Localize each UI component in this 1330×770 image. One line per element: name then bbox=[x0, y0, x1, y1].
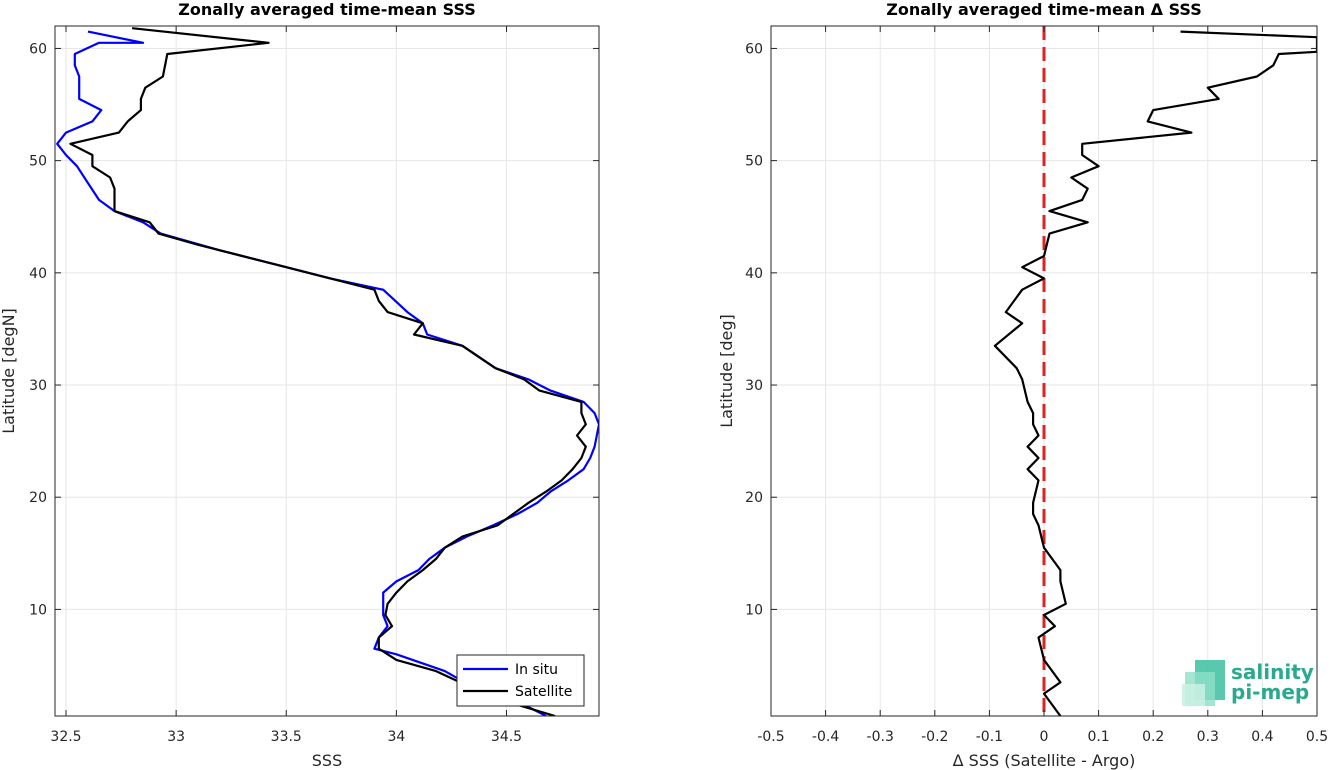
y-tick-label: 40 bbox=[29, 266, 47, 282]
chart-delta: -0.5 -0.4 -0.3 -0.2 -0.1 0 0.1 0.2 0.3 0.4 0.5 10 20… bbox=[717, 0, 1328, 770]
y-axis-label: Latitude [degN] bbox=[0, 308, 18, 434]
y-tick-label: 30 bbox=[29, 378, 47, 394]
plot-area bbox=[55, 26, 599, 716]
x-tick-label: 0.5 bbox=[1306, 729, 1328, 745]
legend-label: Satellite bbox=[515, 684, 572, 700]
series-line-in-situ bbox=[56, 30, 599, 716]
x-tick-label: -0.2 bbox=[921, 729, 948, 745]
chart-sss: 32.5 33 33.5 34 34.5 10 20 30 40 50 60 Zonally aver… bbox=[0, 0, 600, 770]
logo-text-salinity: salinity bbox=[1231, 660, 1314, 684]
x-tick-label: 0.2 bbox=[1142, 729, 1164, 745]
x-tick-label: 0.3 bbox=[1197, 729, 1219, 745]
y-tick-label: 10 bbox=[29, 602, 47, 618]
y-tick-label: 20 bbox=[745, 490, 763, 506]
x-tick-label: 34.5 bbox=[491, 729, 522, 745]
logo-text-pimep: pi-mep bbox=[1231, 680, 1309, 704]
y-tick-label: 50 bbox=[745, 154, 763, 170]
x-tick-label: -0.4 bbox=[812, 729, 839, 745]
x-tick-label: 0.1 bbox=[1087, 729, 1109, 745]
x-tick-label: -0.3 bbox=[867, 729, 894, 745]
y-tick-label: 40 bbox=[745, 266, 763, 282]
x-tick-label: 0 bbox=[1040, 729, 1049, 745]
chart-title: Zonally averaged time-mean SSS bbox=[178, 0, 476, 19]
x-tick-label: -0.1 bbox=[976, 729, 1003, 745]
y-tick-label: 20 bbox=[29, 490, 47, 506]
x-tick-label: 34 bbox=[387, 729, 405, 745]
y-tick-label: 60 bbox=[745, 41, 763, 57]
x-tick-label: 32.5 bbox=[50, 729, 81, 745]
y-tick-label: 50 bbox=[29, 154, 47, 170]
logo-block bbox=[1182, 684, 1205, 706]
axes-frame bbox=[54, 25, 600, 717]
x-tick-label: -0.5 bbox=[757, 729, 784, 745]
x-tick-label: 33 bbox=[167, 729, 185, 745]
legend: In situ Satellite bbox=[456, 654, 585, 707]
x-axis-label: SSS bbox=[312, 751, 342, 770]
y-tick-label: 10 bbox=[745, 602, 763, 618]
y-axis-label: Latitude [deg] bbox=[717, 314, 736, 428]
series-line-delta-sss bbox=[993, 30, 1317, 716]
x-tick-label: 0.4 bbox=[1251, 729, 1273, 745]
x-tick-label: 33.5 bbox=[271, 729, 302, 745]
chart-title: Zonally averaged time-mean Δ SSS bbox=[886, 0, 1202, 19]
legend-label: In situ bbox=[515, 662, 558, 678]
legend-box bbox=[456, 654, 585, 707]
series-line-satellite bbox=[69, 27, 587, 716]
x-axis-label: Δ SSS (Satellite - Argo) bbox=[953, 751, 1136, 770]
y-tick-label: 30 bbox=[745, 378, 763, 394]
y-tick-label: 60 bbox=[29, 41, 47, 57]
